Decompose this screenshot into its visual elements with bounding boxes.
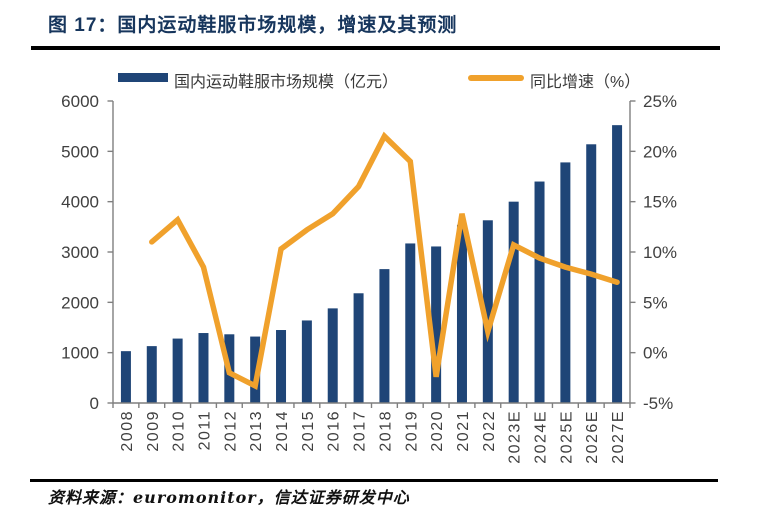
figure-title: 图 17：国内运动鞋服市场规模，增速及其预测 — [48, 15, 458, 36]
left-tick-label: 5000 — [61, 142, 99, 161]
x-label-2016: 2016 — [326, 410, 343, 452]
growth-line — [149, 131, 620, 390]
left-tick-label: 3000 — [61, 243, 99, 262]
left-tick-label: 4000 — [61, 193, 99, 212]
bar-2010 — [172, 338, 183, 403]
title-divider — [31, 46, 720, 50]
left-tick-label: 0 — [90, 394, 99, 413]
x-label-2011: 2011 — [196, 410, 213, 450]
x-label-2026E: 2026E — [584, 410, 601, 464]
bar-2017 — [353, 293, 364, 403]
right-tick-label: -5% — [643, 394, 673, 413]
x-label-2021: 2021 — [455, 410, 472, 452]
x-label-2017: 2017 — [352, 410, 369, 452]
x-label-2023E: 2023E — [507, 410, 524, 464]
right-tick-label: 15% — [643, 193, 677, 212]
bar-2021 — [456, 224, 467, 403]
legend-bar-label: 国内运动鞋服市场规模（亿元） — [174, 74, 399, 91]
x-label-2020: 2020 — [429, 410, 446, 452]
bar-2025E — [560, 162, 571, 403]
bar-2019 — [405, 243, 416, 403]
left-tick-label: 1000 — [61, 344, 99, 363]
x-label-2019: 2019 — [403, 410, 420, 452]
legend-bar-swatch — [118, 73, 168, 82]
right-tick-label: 0% — [643, 344, 668, 363]
x-label-2024E: 2024E — [533, 410, 550, 464]
right-tick-label: 5% — [643, 293, 668, 312]
x-label-2013: 2013 — [248, 410, 265, 452]
bar-2016 — [327, 308, 338, 403]
bar-2018 — [379, 269, 390, 403]
footer-divider — [30, 479, 718, 482]
left-tick-label: 2000 — [61, 293, 99, 312]
right-tick-label: 20% — [643, 142, 677, 161]
legend-line-swatch — [468, 75, 524, 81]
x-label-2010: 2010 — [171, 410, 188, 452]
bar-2008 — [120, 351, 131, 403]
x-label-2014: 2014 — [274, 410, 291, 452]
x-label-2025E: 2025E — [558, 410, 575, 464]
right-tick-label: 25% — [643, 92, 677, 111]
left-tick-label: 6000 — [61, 92, 99, 111]
bar-2011 — [198, 333, 209, 403]
combo-chart: 6000 25% 5000 20% 4000 15% 3000 10% 2000 5% 1000 0%… — [61, 92, 677, 464]
right-tick-label: 10% — [643, 243, 677, 262]
bar-2022 — [482, 220, 493, 403]
bar-2020 — [431, 246, 442, 403]
x-label-2027E: 2027E — [610, 410, 627, 464]
bar-2009 — [146, 346, 157, 403]
x-label-2009: 2009 — [145, 410, 162, 452]
source-note: 资料来源：euromonitor，信达证券研发中心 — [48, 488, 410, 507]
x-label-2008: 2008 — [119, 410, 136, 452]
x-label-2012: 2012 — [222, 410, 239, 452]
bar-2014 — [276, 330, 287, 403]
x-label-2022: 2022 — [481, 410, 498, 452]
bar-2023E — [508, 201, 519, 403]
bar-2015 — [301, 320, 312, 403]
bar-2013 — [250, 336, 261, 403]
legend-line-label: 同比增速（%） — [530, 74, 641, 91]
bar-2027E — [612, 125, 623, 403]
x-label-2018: 2018 — [377, 410, 394, 452]
bar-2024E — [534, 181, 545, 403]
x-label-2015: 2015 — [300, 410, 317, 452]
